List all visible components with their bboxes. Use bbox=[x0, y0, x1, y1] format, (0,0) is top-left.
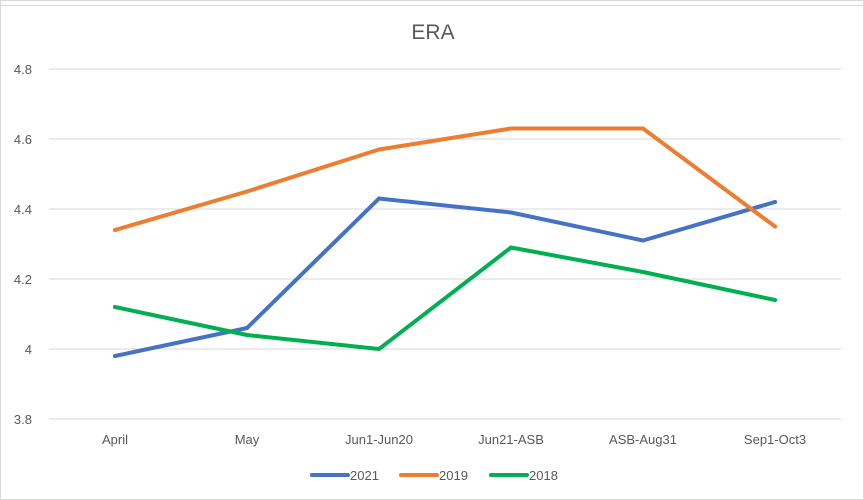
data-point-2019 bbox=[245, 189, 249, 194]
x-tick-label: May bbox=[235, 432, 260, 447]
y-tick-label: 3.8 bbox=[14, 412, 32, 427]
data-point-2019 bbox=[113, 228, 117, 232]
data-point-2021 bbox=[773, 200, 777, 204]
x-tick-label: ASB-Aug31 bbox=[609, 432, 677, 447]
data-point-2021 bbox=[509, 210, 513, 215]
data-point-2021 bbox=[113, 354, 117, 358]
x-axis-tick-labels: April May Jun1-Jun20 Jun21-ASB ASB-Aug31 Sep1… bbox=[102, 432, 806, 447]
chart-title: ERA bbox=[411, 21, 454, 44]
y-tick-label: 4 bbox=[25, 342, 32, 357]
series-lines bbox=[113, 126, 777, 358]
data-point-2018 bbox=[773, 298, 777, 302]
data-point-2018 bbox=[245, 333, 249, 337]
data-point-2018 bbox=[377, 347, 381, 351]
y-tick-label: 4.2 bbox=[14, 272, 32, 287]
data-point-2018 bbox=[641, 270, 645, 274]
x-tick-label: Sep1-Oct3 bbox=[744, 432, 806, 447]
data-point-2021 bbox=[245, 326, 249, 330]
series-line-2021 bbox=[113, 196, 777, 358]
series-line-2018 bbox=[113, 245, 777, 351]
legend-label: 2019 bbox=[439, 468, 468, 483]
x-tick-label: April bbox=[102, 432, 128, 447]
data-point-2018 bbox=[113, 305, 117, 309]
y-tick-label: 4.4 bbox=[14, 202, 32, 217]
gridlines bbox=[49, 68, 841, 420]
data-point-2019 bbox=[641, 126, 645, 131]
legend-label: 2018 bbox=[529, 468, 558, 483]
series-line-2019 bbox=[113, 126, 777, 232]
data-point-2019 bbox=[377, 147, 381, 152]
data-point-2019 bbox=[773, 224, 777, 229]
y-tick-label: 4.6 bbox=[14, 132, 32, 147]
data-point-2021 bbox=[641, 238, 645, 243]
spreadsheet-grid-edge bbox=[1, 1, 864, 6]
data-point-2018 bbox=[509, 245, 513, 250]
legend: 2021 2019 2018 bbox=[310, 468, 558, 483]
x-tick-label: Jun1-Jun20 bbox=[345, 432, 413, 447]
legend-label: 2021 bbox=[350, 468, 379, 483]
y-tick-label: 4.8 bbox=[14, 62, 32, 77]
x-tick-label: Jun21-ASB bbox=[478, 432, 544, 447]
data-point-2019 bbox=[509, 126, 513, 131]
y-axis-tick-labels: 3.8 4 4.2 4.4 4.6 4.8 bbox=[14, 62, 32, 427]
data-point-2021 bbox=[377, 196, 381, 201]
